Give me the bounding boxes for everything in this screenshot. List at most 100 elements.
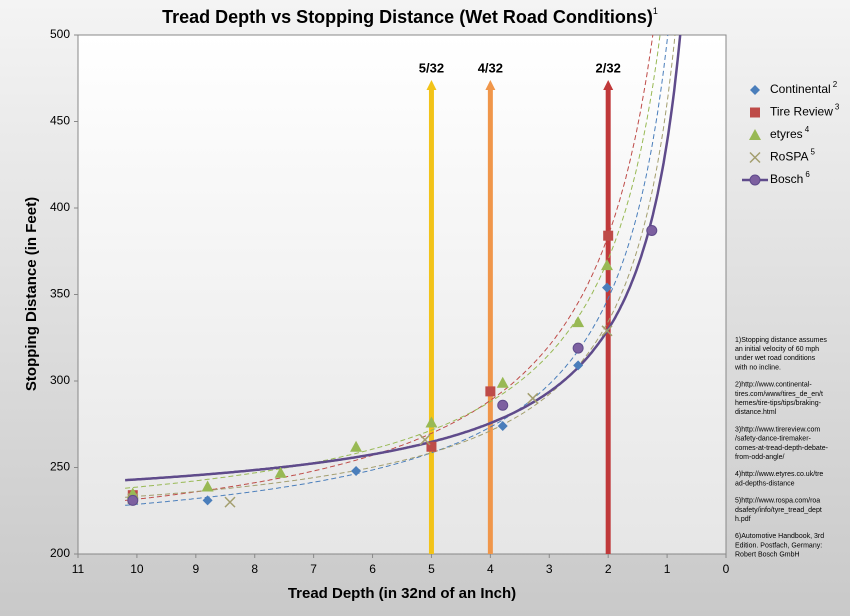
trendline [125,35,654,501]
y-tick-label: 450 [50,114,70,128]
footnote-line: tires.com/www/tires_de_en/t [735,391,823,398]
legend-marker [749,129,761,140]
legend-entry: Tire Review 3 [770,103,840,119]
footnote-line: 6)Automotive Handbook, 3rd [735,533,824,540]
footnote-line: from-odd-angle/ [735,454,784,461]
x-tick-label: 7 [310,562,317,576]
point [646,224,658,236]
legend-footnote: 4 [805,125,810,134]
point [527,392,539,404]
legend-name: Bosch [770,172,803,186]
legend-marker [750,107,760,118]
point [351,465,362,476]
x-tick-label: 4 [487,562,494,576]
point [601,259,614,271]
point [573,360,584,371]
legend-entry: RoSPA 5 [770,148,815,164]
legend-footnote: 3 [835,103,840,112]
point [601,325,613,337]
legend-name: RoSPA [770,150,808,164]
footnote-line: an initial velocity of 60 mph [735,346,819,353]
footnote-line: Robert Bosch GmbH [735,552,800,559]
point [497,420,508,431]
footnote-line: 4)http://www.etyres.co.uk/tre [735,471,823,478]
point [485,386,496,397]
reference-arrow [603,80,614,90]
plot-area [77,34,727,555]
x-tick-label: 5 [428,562,435,576]
x-tick-label: 3 [546,562,553,576]
legend-name: Continental [770,82,831,96]
y-tick-label: 350 [50,287,70,301]
point [201,480,214,492]
point [603,230,614,241]
point [419,434,431,446]
trendline [125,35,661,489]
point [202,495,213,506]
legend-marker [750,85,760,95]
point [496,376,509,388]
legend-entry: Bosch 6 [770,170,810,186]
x-tick-label: 8 [251,562,258,576]
legend-marker [749,174,761,186]
title-text: Tread Depth vs Stopping Distance (Wet Ro… [162,7,653,27]
footnote-line: 5)http://www.rospa.com/roa [735,498,820,505]
x-tick-label: 10 [130,562,144,576]
point [602,282,613,293]
footnote-line: comes-at-tread-depth-debate- [735,445,829,452]
footnote-line: /safety-dance-tiremaker- [735,436,812,443]
legend-entry: etyres 4 [770,125,810,141]
legend-footnote: 5 [810,148,815,157]
trendlines [125,35,682,506]
footnote-line: Edition. Postfach, Germany: [735,542,822,549]
y-tick-label: 500 [50,27,70,41]
y-tick-label: 200 [50,546,70,560]
footnote-line: hemes/tire-tips/tips/braking- [735,400,822,407]
footnote-line: distance.html [735,409,777,416]
point [572,316,585,328]
x-tick-label: 1 [664,562,671,576]
footnote-line: 3)http://www.tirereview.com [735,426,820,433]
chart-title: Tread Depth vs Stopping Distance (Wet Ro… [162,6,658,26]
title-footnote: 1 [653,6,658,16]
reference-label: 4/32 [478,60,503,75]
y-axis-label: Stopping Distance (in Feet) [23,197,40,391]
legend-name: Tire Review [770,105,833,119]
x-axis-label: Tread Depth (in 32nd of an Inch) [288,585,516,602]
legend-footnote: 6 [805,170,810,179]
reference-arrow [485,80,496,90]
reference-label: 2/32 [596,60,621,75]
legend-marker [749,151,761,164]
footnote-line: 1)Stopping distance assumes [735,337,827,344]
y-tick-label: 250 [50,460,70,474]
point [350,440,363,452]
trendline [125,35,669,506]
legend-name: etyres [770,127,803,141]
x-tick-label: 11 [72,562,85,576]
point [497,399,509,411]
point [127,494,139,506]
point [224,496,236,508]
x-tick-label: 2 [605,562,612,576]
point [426,441,437,452]
y-tick-label: 400 [50,200,70,214]
reference-label: 5/32 [419,60,444,75]
footnote-line: ad-depths-distance [735,480,795,487]
trendline [125,35,676,498]
footnote-line: dsafety/info/tyre_tread_dept [735,507,822,514]
trendline [125,35,682,482]
reference-arrow [426,80,437,90]
x-tick-label: 0 [723,562,730,576]
point [425,416,438,428]
legend-entry: Continental 2 [770,80,838,96]
footnote-line: with no incline. [734,364,781,371]
y-tick-label: 300 [50,373,70,387]
x-tick-label: 9 [192,562,199,576]
x-tick-label: 6 [369,562,376,576]
footnote-line: h.pdf [735,516,751,523]
point [274,466,287,478]
legend-footnote: 2 [833,80,838,89]
point [572,342,584,354]
footnote-line: 2)http://www.continental- [735,382,812,389]
